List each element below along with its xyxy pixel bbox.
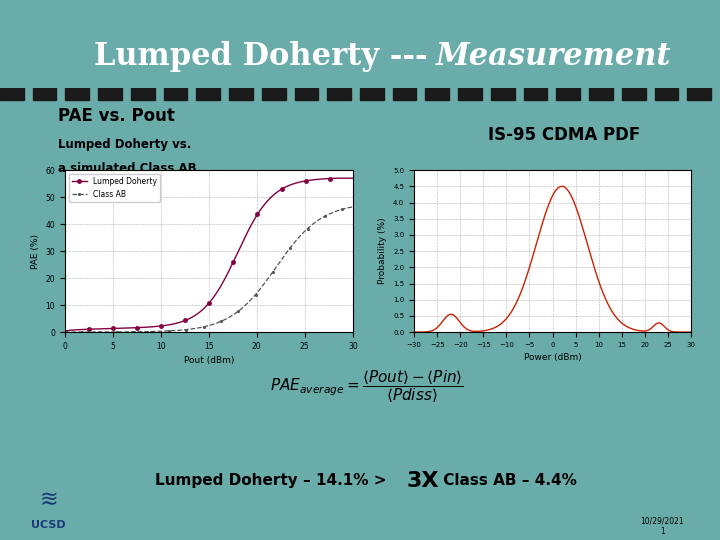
Bar bbox=[229, 88, 253, 100]
Lumped Doherty bbox=[60, 329, 69, 335]
Bar bbox=[163, 88, 187, 100]
Bar bbox=[262, 88, 286, 100]
X-axis label: Pout (dBm): Pout (dBm) bbox=[184, 356, 234, 366]
Line: Class AB: Class AB bbox=[63, 205, 354, 334]
Bar bbox=[131, 88, 155, 100]
Y-axis label: PAE (%): PAE (%) bbox=[31, 234, 40, 268]
Lumped Doherty bbox=[232, 252, 240, 259]
Class AB bbox=[61, 329, 70, 335]
Bar bbox=[523, 88, 547, 100]
Text: Measurement: Measurement bbox=[436, 41, 671, 72]
Bar bbox=[197, 88, 220, 100]
Text: ≋: ≋ bbox=[40, 490, 58, 510]
Bar bbox=[66, 88, 89, 100]
Bar bbox=[32, 88, 56, 100]
Text: Lumped Doherty vs.: Lumped Doherty vs. bbox=[58, 138, 191, 151]
Bar bbox=[654, 88, 678, 100]
Bar bbox=[622, 88, 646, 100]
Text: 3X: 3X bbox=[407, 470, 439, 491]
Bar bbox=[360, 88, 384, 100]
Line: Lumped Doherty: Lumped Doherty bbox=[63, 177, 354, 334]
Class AB bbox=[232, 309, 240, 316]
Class AB bbox=[303, 225, 312, 232]
Class AB bbox=[348, 204, 357, 210]
Bar bbox=[458, 88, 482, 100]
Lumped Doherty bbox=[348, 175, 357, 181]
Class AB bbox=[322, 212, 330, 219]
Y-axis label: Probability (%): Probability (%) bbox=[379, 218, 387, 285]
Bar bbox=[589, 88, 613, 100]
Lumped Doherty bbox=[322, 176, 330, 182]
Lumped Doherty bbox=[303, 177, 312, 184]
Bar bbox=[328, 88, 351, 100]
Legend: Lumped Doherty, Class AB: Lumped Doherty, Class AB bbox=[68, 174, 160, 202]
Bar bbox=[688, 88, 711, 100]
Lumped Doherty bbox=[237, 242, 246, 248]
Lumped Doherty bbox=[61, 328, 70, 334]
Bar bbox=[392, 88, 416, 100]
Lumped Doherty bbox=[231, 254, 240, 261]
Bar bbox=[294, 88, 318, 100]
Text: a simulated Class AB: a simulated Class AB bbox=[58, 162, 197, 175]
Text: Lumped Doherty ---: Lumped Doherty --- bbox=[94, 41, 438, 72]
Class AB bbox=[231, 310, 240, 316]
Bar bbox=[491, 88, 515, 100]
Text: UCSD: UCSD bbox=[31, 520, 66, 530]
Text: Lumped Doherty – 14.1% >: Lumped Doherty – 14.1% > bbox=[155, 473, 392, 488]
Text: PAE vs. Pout: PAE vs. Pout bbox=[58, 107, 174, 125]
Bar bbox=[557, 88, 580, 100]
Class AB bbox=[60, 329, 69, 335]
Text: 10/29/2021
1: 10/29/2021 1 bbox=[641, 517, 684, 536]
Text: IS-95 CDMA PDF: IS-95 CDMA PDF bbox=[488, 126, 640, 144]
Bar bbox=[0, 88, 24, 100]
Lumped Doherty bbox=[333, 175, 342, 181]
Bar bbox=[426, 88, 449, 100]
Bar bbox=[98, 88, 122, 100]
Text: Class AB – 4.4%: Class AB – 4.4% bbox=[438, 473, 577, 488]
Class AB bbox=[237, 306, 246, 312]
X-axis label: Power (dBm): Power (dBm) bbox=[523, 353, 582, 362]
Text: $PAE_{average} = \dfrac{\langle Pout \rangle - \langle Pin \rangle}{\langle Pdis: $PAE_{average} = \dfrac{\langle Pout \ra… bbox=[270, 368, 464, 404]
